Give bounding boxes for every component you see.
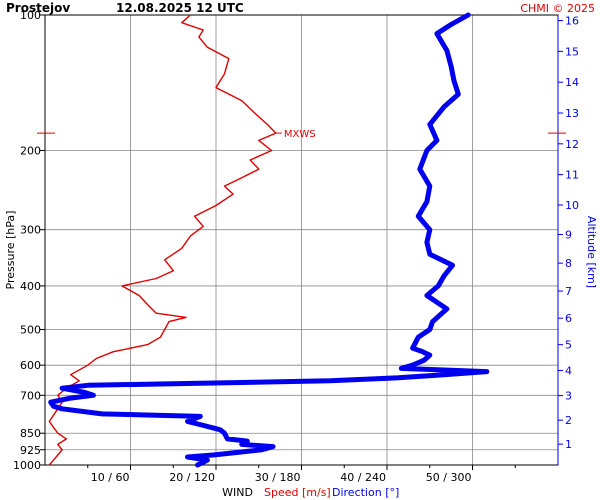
wind-tick-label: 20 / 120 [169,471,215,484]
altitude-axis-title: Altitude [km] [585,216,598,288]
altitude-tick-label: 1 [565,438,572,451]
direction-axis-title: Direction [°] [332,486,399,499]
wind-tick-label: 50 / 300 [426,471,472,484]
pressure-tick-label: 100 [20,9,41,22]
sounding-datetime: 12.08.2025 12 UTC [116,1,244,15]
pressure-tick-label: 1000 [13,459,41,472]
altitude-tick-label: 4 [565,364,572,377]
speed-series-line [48,14,277,466]
wind-axis-title: WIND [222,486,253,499]
altitude-tick-label: 5 [565,339,572,352]
copyright-text: CHMI © 2025 [520,2,595,15]
pressure-tick-label: 600 [20,359,41,372]
altitude-tick-label: 10 [565,199,579,212]
mxws-annotation: MXWS [284,129,316,140]
pressure-tick-label: 300 [20,224,41,237]
altitude-tick-label: 11 [565,169,579,182]
pressure-tick-label: 850 [20,427,41,440]
station-name: Prostejov [6,1,70,15]
speed-axis-title: Speed [m/s] [264,486,331,499]
altitude-tick-label: 14 [565,76,579,89]
altitude-tick-label: 6 [565,312,572,325]
altitude-tick-label: 13 [565,107,579,120]
altitude-tick-label: 12 [565,138,579,151]
altitude-tick-label: 8 [565,257,572,270]
altitude-tick-label: 7 [565,285,572,298]
altitude-tick-label: 16 [565,15,579,28]
wind-tick-label: 40 / 240 [340,471,386,484]
pressure-tick-label: 700 [20,389,41,402]
altitude-tick-label: 15 [565,45,579,58]
pressure-tick-label: 200 [20,144,41,157]
wind-tick-label: 30 / 180 [255,471,301,484]
pressure-axis-title: Pressure [hPa] [4,211,17,290]
altitude-tick-label: 3 [565,390,572,403]
series-layer [48,12,490,468]
pressure-tick-label: 400 [20,280,41,293]
grid-layer [45,14,558,466]
pressure-tick-label: 500 [20,324,41,337]
altitude-tick-label: 2 [565,414,572,427]
wind-tick-label: 10 / 60 [91,471,130,484]
direction-series-line [48,12,490,468]
altitude-tick-label: 9 [565,228,572,241]
pressure-tick-label: 925 [20,444,41,457]
